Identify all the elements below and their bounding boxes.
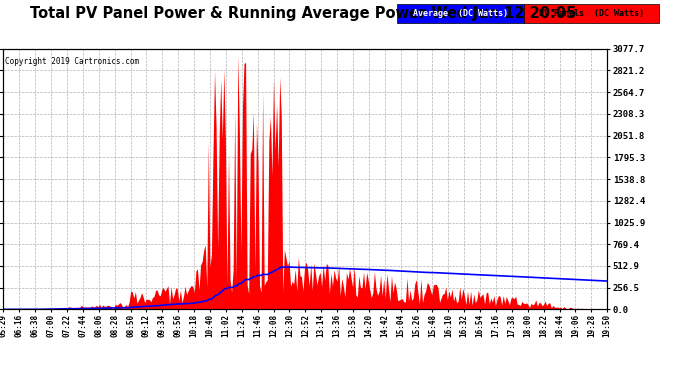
Text: Total PV Panel Power & Running Average Power Wed Jun 12 20:05: Total PV Panel Power & Running Average P… (30, 6, 577, 21)
Text: Copyright 2019 Cartronics.com: Copyright 2019 Cartronics.com (5, 57, 139, 66)
Text: PV Panels  (DC Watts): PV Panels (DC Watts) (539, 9, 644, 18)
Text: Average  (DC Watts): Average (DC Watts) (413, 9, 508, 18)
